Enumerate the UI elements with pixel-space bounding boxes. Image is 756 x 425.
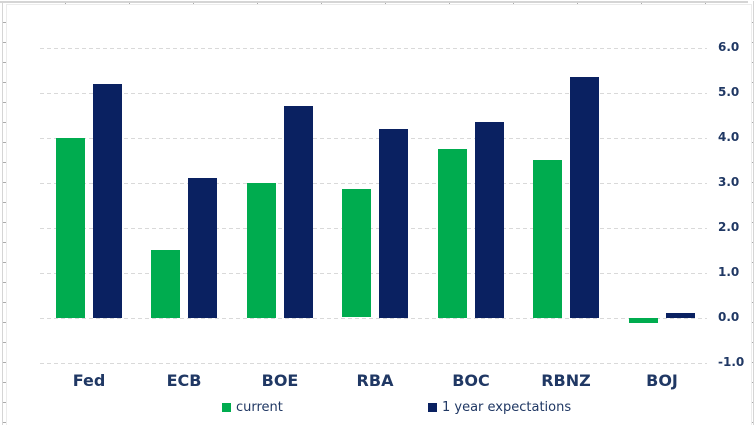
y-axis-tick-label: -1.0	[718, 355, 745, 369]
x-axis-category-label: ECB	[166, 371, 202, 390]
legend-swatch-icon	[222, 402, 231, 412]
bar-current-RBNZ	[533, 160, 562, 318]
y-axis-tick-label: 5.0	[718, 85, 740, 99]
sheet-right-edge-line	[753, 1, 754, 425]
legend-swatch-icon	[428, 402, 437, 412]
x-axis-category-label: Fed	[72, 371, 106, 390]
x-axis-category-label: BOE	[261, 371, 299, 390]
x-axis-category-label: BOJ	[646, 371, 678, 390]
gridline	[40, 48, 707, 49]
bar-1-year-expectations-BOC	[475, 122, 504, 318]
bar-1-year-expectations-BOJ	[666, 313, 695, 318]
sheet-row-ticks-left	[3, 3, 6, 425]
legend-label: current	[236, 399, 283, 415]
y-axis-tick-label: 0.0	[718, 310, 740, 324]
x-axis-category-label: RBA	[356, 371, 394, 390]
y-axis-tick-label: 1.0	[718, 265, 740, 279]
gridline	[40, 138, 707, 139]
gridline	[40, 228, 707, 229]
bar-1-year-expectations-RBA	[379, 129, 408, 318]
gridline	[40, 93, 707, 94]
legend-item: current	[222, 399, 283, 415]
sheet-top-edge-line	[0, 1, 748, 3]
bar-1-year-expectations-ECB	[188, 178, 217, 318]
y-axis-tick-label: 6.0	[718, 40, 740, 54]
bar-current-BOE	[247, 183, 276, 318]
bar-current-Fed	[56, 138, 85, 318]
bar-1-year-expectations-BOE	[284, 106, 313, 318]
x-axis-category-label: BOC	[452, 371, 490, 390]
x-axis-category-label: RBNZ	[541, 371, 591, 390]
y-axis-tick-label: 4.0	[718, 130, 740, 144]
gridline	[40, 273, 707, 274]
gridline	[40, 318, 707, 319]
gridline	[40, 183, 707, 184]
legend-label: 1 year expectations	[442, 399, 572, 415]
bar-1-year-expectations-Fed	[93, 84, 122, 318]
bar-current-BOJ	[629, 318, 658, 323]
bar-current-BOC	[438, 149, 467, 318]
y-axis-tick-label: 3.0	[718, 175, 740, 189]
bar-current-RBA	[342, 189, 371, 317]
sheet-left-edge-line	[2, 1, 3, 425]
legend-item: 1 year expectations	[428, 399, 572, 415]
bar-1-year-expectations-RBNZ	[570, 77, 599, 318]
bar-current-ECB	[151, 250, 180, 318]
gridline	[40, 363, 707, 364]
y-axis-tick-label: 2.0	[718, 220, 740, 234]
